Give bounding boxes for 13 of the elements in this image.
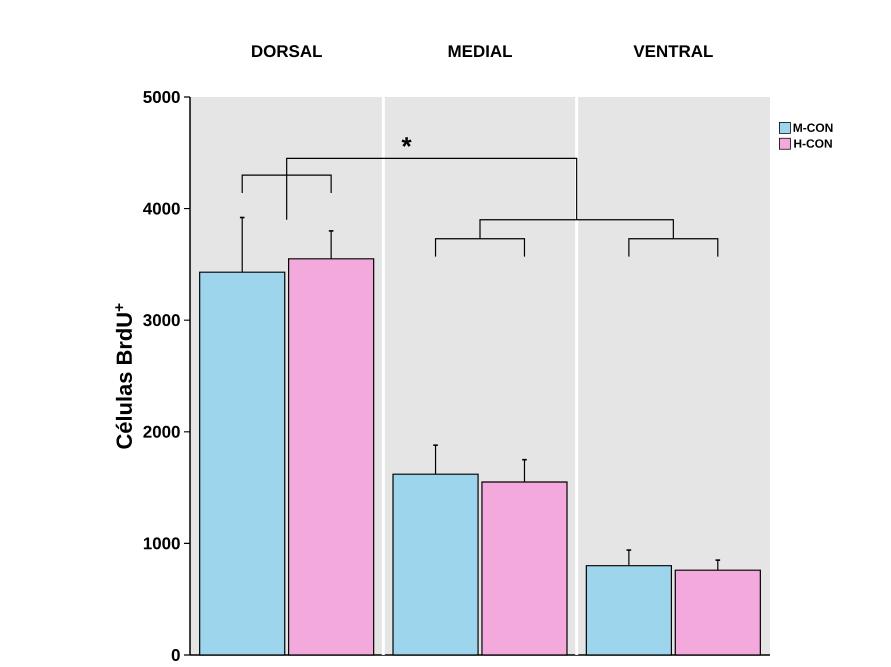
x-tick-label: VENTRAL — [633, 45, 713, 57]
annotation: * — [402, 137, 412, 147]
y-tick-label: 4000 — [143, 202, 180, 215]
y-tick-label: 0 — [172, 648, 180, 661]
legend-label: M-CON — [794, 123, 832, 132]
y-tick-label: 2000 — [143, 426, 180, 438]
x-tick-label: DORSAL — [252, 45, 322, 58]
x-tick-label: MEDIAL — [448, 45, 512, 57]
y-axis-title: Células BrdU$^{+}$ — [115, 304, 132, 449]
y-tick-label: 5000 — [143, 90, 180, 103]
y-tick-label: 3000 — [143, 314, 180, 326]
legend-label: H-CON — [794, 139, 832, 148]
y-tick-label: 1000 — [144, 537, 180, 550]
